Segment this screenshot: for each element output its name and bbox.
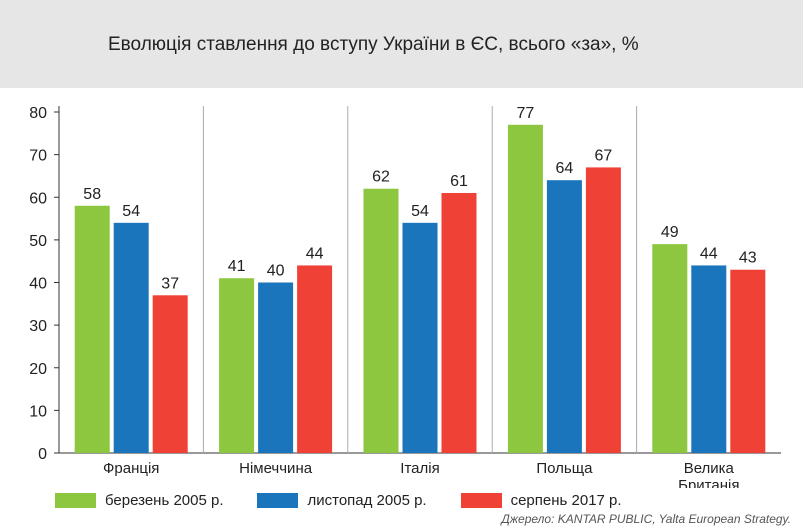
bar-2-0 xyxy=(363,188,399,453)
bar-value-label-3-1: 64 xyxy=(556,160,574,177)
x-category-label-0-0: Франція xyxy=(103,460,159,477)
x-category-label-4-1: Британія xyxy=(678,477,739,488)
bar-value-label-0-1: 54 xyxy=(122,203,140,220)
bar-3-0 xyxy=(507,124,543,453)
bar-3-2 xyxy=(585,167,621,453)
bar-value-label-2-1: 54 xyxy=(411,203,429,220)
header-band: Еволюція ставлення до вступу України в Є… xyxy=(0,0,803,88)
bar-4-1 xyxy=(691,265,727,453)
y-tick-label-0: 0 xyxy=(38,446,47,463)
bar-0-0 xyxy=(74,205,110,453)
legend-swatch-aug-2017 xyxy=(460,492,502,508)
bar-4-2 xyxy=(730,269,766,453)
legend-swatch-nov-2005 xyxy=(257,492,299,508)
source-note: Джерело: KANTAR PUBLIC, Yalta European S… xyxy=(501,512,791,526)
y-tick-label-70: 70 xyxy=(29,148,47,165)
legend-label-nov-2005: листопад 2005 р. xyxy=(307,491,427,509)
y-tick-label-10: 10 xyxy=(29,403,47,420)
bar-0-1 xyxy=(113,222,149,453)
bar-value-label-4-1: 44 xyxy=(700,245,718,262)
bar-value-label-0-0: 58 xyxy=(83,186,101,203)
legend-item-aug-2017: серпень 2017 р. xyxy=(460,491,622,509)
bar-value-label-3-2: 67 xyxy=(595,147,613,164)
legend-item-nov-2005: листопад 2005 р. xyxy=(257,491,427,509)
x-category-label-4-0: Велика xyxy=(684,460,735,477)
bar-value-label-1-1: 40 xyxy=(267,263,285,280)
y-tick-label-40: 40 xyxy=(29,276,47,293)
bar-value-label-4-2: 43 xyxy=(739,250,757,267)
bar-value-label-0-2: 37 xyxy=(161,275,179,292)
bar-chart: 0 10 20 30 40 50 60 70 80 58 54 37 Франція 41 40 44 Німе… xyxy=(29,105,781,488)
bar-2-1 xyxy=(402,222,438,453)
bar-value-label-1-0: 41 xyxy=(228,258,246,275)
legend-swatch-mar-2005 xyxy=(55,492,96,508)
y-tick-label-50: 50 xyxy=(29,233,47,250)
y-tick-label-30: 30 xyxy=(29,318,47,335)
y-tick-label-80: 80 xyxy=(29,105,47,122)
x-category-label-1-0: Німеччина xyxy=(239,460,313,477)
legend: березень 2005 р. листопад 2005 р. серпен… xyxy=(55,490,656,510)
bar-value-label-4-0: 49 xyxy=(661,224,679,241)
bar-1-0 xyxy=(219,278,255,453)
x-category-label-2-0: Італія xyxy=(400,460,439,477)
legend-item-mar-2005: березень 2005 р. xyxy=(55,492,223,509)
x-category-label-3-0: Польща xyxy=(536,460,593,477)
bar-2-2 xyxy=(441,192,477,454)
bar-3-1 xyxy=(546,180,582,453)
chart-title: Еволюція ставлення до вступу України в Є… xyxy=(108,34,639,55)
bar-1-1 xyxy=(258,282,294,453)
bar-4-0 xyxy=(652,244,688,453)
bar-1-2 xyxy=(297,265,333,453)
y-tick-label-20: 20 xyxy=(29,361,47,378)
legend-label-aug-2017: серпень 2017 р. xyxy=(510,491,622,509)
bar-value-label-2-0: 62 xyxy=(372,169,390,186)
bar-value-label-2-2: 61 xyxy=(450,173,468,190)
bar-value-label-1-2: 44 xyxy=(306,245,324,262)
bar-0-2 xyxy=(152,295,188,453)
y-tick-label-60: 60 xyxy=(29,190,47,207)
bar-value-label-3-0: 77 xyxy=(517,105,535,122)
legend-label-mar-2005: березень 2005 р. xyxy=(105,491,224,509)
